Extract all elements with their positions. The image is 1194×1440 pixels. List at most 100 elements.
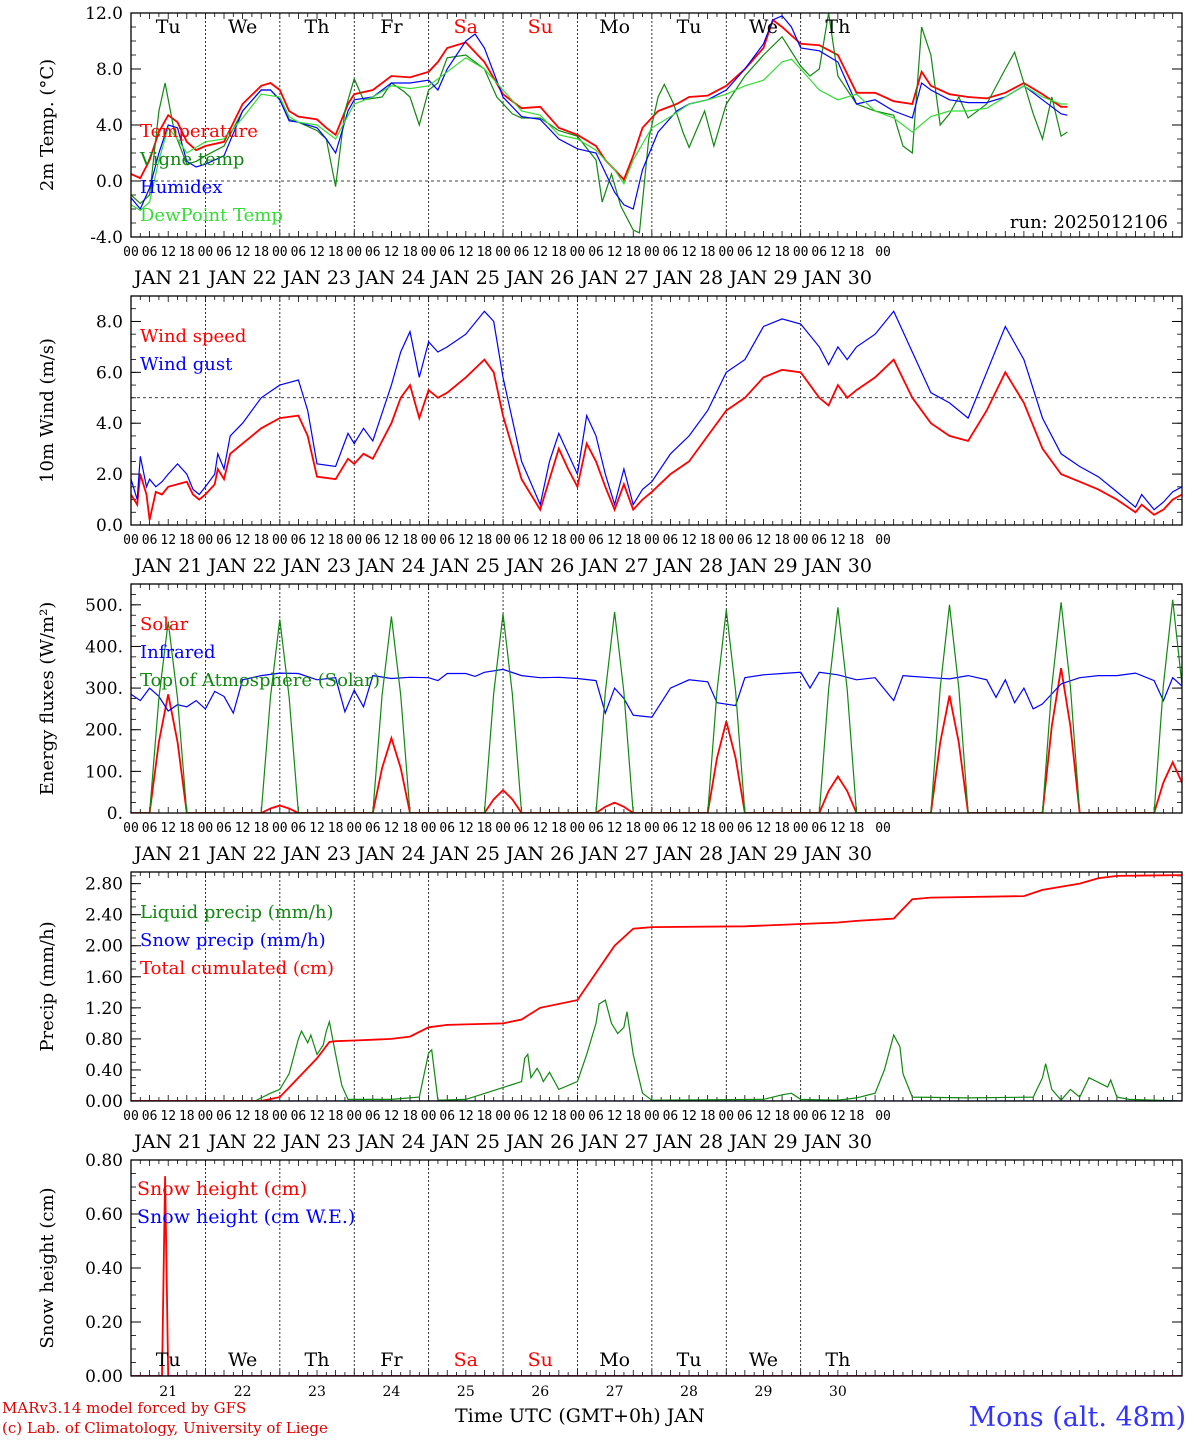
hour-label: 00 <box>644 245 660 260</box>
y-tick-label: 1.20 <box>85 999 123 1019</box>
hour-label: 12 <box>830 1109 846 1124</box>
y-axis-label: Snow height (cm) <box>37 1187 58 1348</box>
y-tick-label: 100. <box>85 762 123 782</box>
hour-label: 06 <box>216 533 232 548</box>
y-tick-label: 2.0 <box>96 465 123 485</box>
hour-label: 12 <box>532 245 548 260</box>
hour-label: 06 <box>365 1109 381 1124</box>
hour-label: 00 <box>718 821 734 836</box>
hour-label: 00 <box>123 245 139 260</box>
hour-label: 06 <box>439 1109 455 1124</box>
hour-label: 18 <box>253 245 269 260</box>
hour-label: 18 <box>625 533 641 548</box>
legend-entry: Vigne temp <box>139 149 244 170</box>
y-tick-label: 0.0 <box>96 516 123 536</box>
legend-entry: Humidex <box>140 177 222 198</box>
hour-label: 00 <box>123 533 139 548</box>
hour-label: 06 <box>216 245 232 260</box>
hour-label: 06 <box>514 821 530 836</box>
weekday-label: Su <box>528 16 553 38</box>
y-tick-label: 1.60 <box>85 968 123 988</box>
hour-label: 18 <box>179 533 195 548</box>
date-label: JAN 25 <box>430 1131 500 1153</box>
hour-label: 12 <box>235 1109 251 1124</box>
y-tick-label: 12.0 <box>85 4 123 24</box>
weekday-label: Th <box>825 16 850 38</box>
hour-label: 18 <box>253 533 269 548</box>
hour-label: 00 <box>570 1109 586 1124</box>
date-label: JAN 21 <box>132 555 202 577</box>
y-axis-label: Energy fluxes (W/m²) <box>37 602 58 796</box>
y-tick-label: 500. <box>85 596 123 616</box>
hour-label: 12 <box>756 821 772 836</box>
hour-label: 18 <box>477 533 493 548</box>
date-label: JAN 21 <box>132 267 202 289</box>
date-label: JAN 24 <box>355 555 425 577</box>
weekday-label: We <box>749 1349 778 1371</box>
y-tick-label: 0.80 <box>85 1030 123 1050</box>
series-group <box>131 599 1182 813</box>
hour-label: 18 <box>700 1109 716 1124</box>
weekday-label: We <box>749 16 778 38</box>
date-label: JAN 25 <box>430 555 500 577</box>
hour-label: 06 <box>663 245 679 260</box>
hour-label: 12 <box>235 245 251 260</box>
hour-label: 00 <box>421 821 437 836</box>
lab-credit: (c) Lab. of Climatology, University of L… <box>2 1419 328 1437</box>
hour-label: 06 <box>588 245 604 260</box>
legend-entry: DewPoint Temp <box>140 205 283 226</box>
date-label: JAN 26 <box>504 267 574 289</box>
date-label: JAN 28 <box>653 1131 723 1153</box>
date-label: JAN 21 <box>132 1131 202 1153</box>
hour-label: 12 <box>384 245 400 260</box>
hour-label: 00 <box>718 1109 734 1124</box>
hour-label: 00 <box>495 245 511 260</box>
hour-label: 00 <box>644 533 660 548</box>
hour-label: 12 <box>607 821 623 836</box>
date-label: JAN 30 <box>802 267 872 289</box>
day-number-label: 26 <box>531 1384 549 1400</box>
hour-label: 06 <box>811 821 827 836</box>
hour-label: 06 <box>439 245 455 260</box>
hour-label: 18 <box>551 245 567 260</box>
series-line-red <box>131 1176 1182 1376</box>
hour-label: 12 <box>309 245 325 260</box>
hour-label: 12 <box>235 533 251 548</box>
hour-label: 12 <box>160 245 176 260</box>
weekday-label: Th <box>305 1349 330 1371</box>
hour-label: 00 <box>875 533 891 548</box>
hour-label: 12 <box>458 821 474 836</box>
hour-label: 12 <box>160 821 176 836</box>
hour-label: 18 <box>551 533 567 548</box>
weekday-label: Sa <box>454 16 478 38</box>
hour-label: 12 <box>681 245 697 260</box>
legend-entry: Snow height (cm) <box>137 1178 307 1200</box>
date-label: JAN 22 <box>207 1131 277 1153</box>
hour-label: 06 <box>142 821 158 836</box>
hour-label: 06 <box>142 1109 158 1124</box>
hour-label: 12 <box>309 821 325 836</box>
hour-label: 18 <box>402 1109 418 1124</box>
hour-label: 06 <box>216 821 232 836</box>
hour-label: 18 <box>551 821 567 836</box>
hour-label: 18 <box>402 245 418 260</box>
day-number-label: 23 <box>308 1384 326 1400</box>
hour-label: 06 <box>737 533 753 548</box>
y-tick-label: 2.40 <box>85 906 123 926</box>
day-number-label: 29 <box>755 1384 773 1400</box>
hour-label: 00 <box>570 245 586 260</box>
hour-label: 18 <box>774 1109 790 1124</box>
series-line-green <box>131 599 1182 813</box>
hour-label: 18 <box>328 1109 344 1124</box>
hour-label: 06 <box>439 533 455 548</box>
y-tick-label: 200. <box>85 721 123 741</box>
hour-label: 00 <box>718 533 734 548</box>
hour-label: 06 <box>291 533 307 548</box>
y-tick-label: 8.0 <box>96 60 123 80</box>
series-group <box>131 874 1182 1101</box>
day-number-label: 25 <box>457 1384 475 1400</box>
hour-label: 00 <box>346 821 362 836</box>
date-label: JAN 29 <box>727 555 797 577</box>
hour-label: 12 <box>607 245 623 260</box>
hour-label: 18 <box>179 1109 195 1124</box>
